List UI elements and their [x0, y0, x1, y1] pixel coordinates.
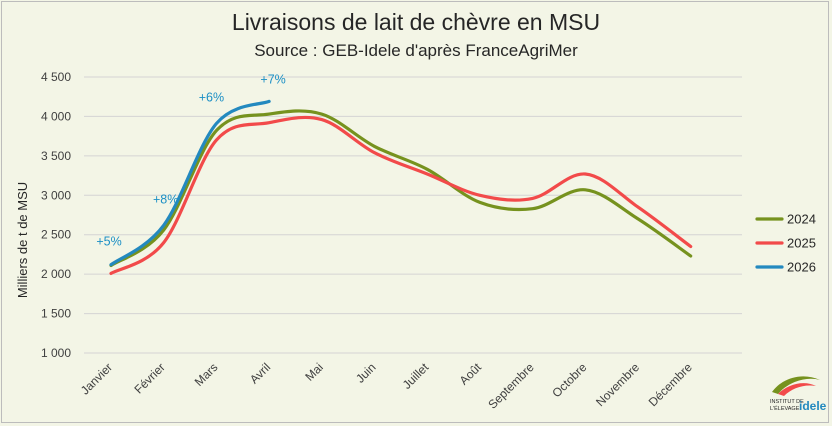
- series-line-2025: [109, 115, 693, 275]
- x-tick-label: Juillet: [400, 360, 432, 392]
- x-tick-label: Juin: [353, 360, 378, 385]
- x-tick-label: Avril: [247, 360, 273, 386]
- logo-brand: idele: [799, 399, 827, 413]
- y-tick-label: 2 000: [41, 267, 71, 281]
- idele-logo: INSTITUT DE L'ÉLEVAGE idele: [770, 376, 827, 413]
- y-axis-ticks: 1 000 1 500 2 000 2 500 3 000 3 500 4 000 4 500: [41, 70, 71, 360]
- y-tick-label: 1 500: [41, 307, 71, 321]
- series-lines: [109, 99, 693, 275]
- x-tick-label: Janvier: [78, 360, 115, 397]
- y-tick-label: 4 500: [41, 70, 71, 84]
- x-axis-ticks: Janvier Février Mars Avril Mai Juin Juillet Aoû…: [78, 360, 695, 412]
- x-tick-label: Décembre: [646, 360, 695, 409]
- y-tick-label: 3 500: [41, 149, 71, 163]
- legend-label: 2026: [787, 260, 816, 275]
- annotation-label: +8%: [153, 192, 178, 206]
- y-axis-label: Milliers de t de MSU: [15, 182, 30, 298]
- x-tick-label: Novembre: [593, 360, 642, 409]
- x-tick-label: Août: [457, 360, 485, 388]
- x-tick-label: Octobre: [549, 360, 589, 400]
- x-tick-label: Mars: [192, 360, 221, 389]
- chart-title: Livraisons de lait de chèvre en MSU: [232, 9, 600, 35]
- annotation-label: +7%: [260, 72, 285, 86]
- x-tick-label: Février: [132, 360, 168, 396]
- series-line-2024: [109, 109, 693, 268]
- logo-leaf-green: [772, 376, 820, 394]
- y-tick-label: 3 000: [41, 188, 71, 202]
- annotations: +5% +8% +6% +7%: [96, 72, 285, 248]
- logo-line1: INSTITUT DE: [770, 399, 804, 405]
- y-tick-label: 2 500: [41, 228, 71, 242]
- y-tick-label: 1 000: [41, 346, 71, 360]
- logo-leaf-red: [778, 383, 816, 396]
- series-line-2026: [109, 99, 271, 267]
- annotation-label: +6%: [199, 91, 224, 105]
- x-tick-label: Mai: [302, 360, 326, 384]
- logo-line2: L'ÉLEVAGE: [770, 405, 800, 412]
- x-tick-label: Septembre: [485, 360, 537, 412]
- legend-label: 2025: [787, 236, 816, 251]
- gridlines: [84, 76, 742, 354]
- legend-label: 2024: [787, 212, 816, 227]
- legend: 2024 2025 2026: [755, 212, 816, 275]
- annotation-label: +5%: [96, 235, 121, 249]
- chart-subtitle: Source : GEB-Idele d'après FranceAgriMer: [254, 41, 578, 60]
- y-tick-label: 4 000: [41, 109, 71, 123]
